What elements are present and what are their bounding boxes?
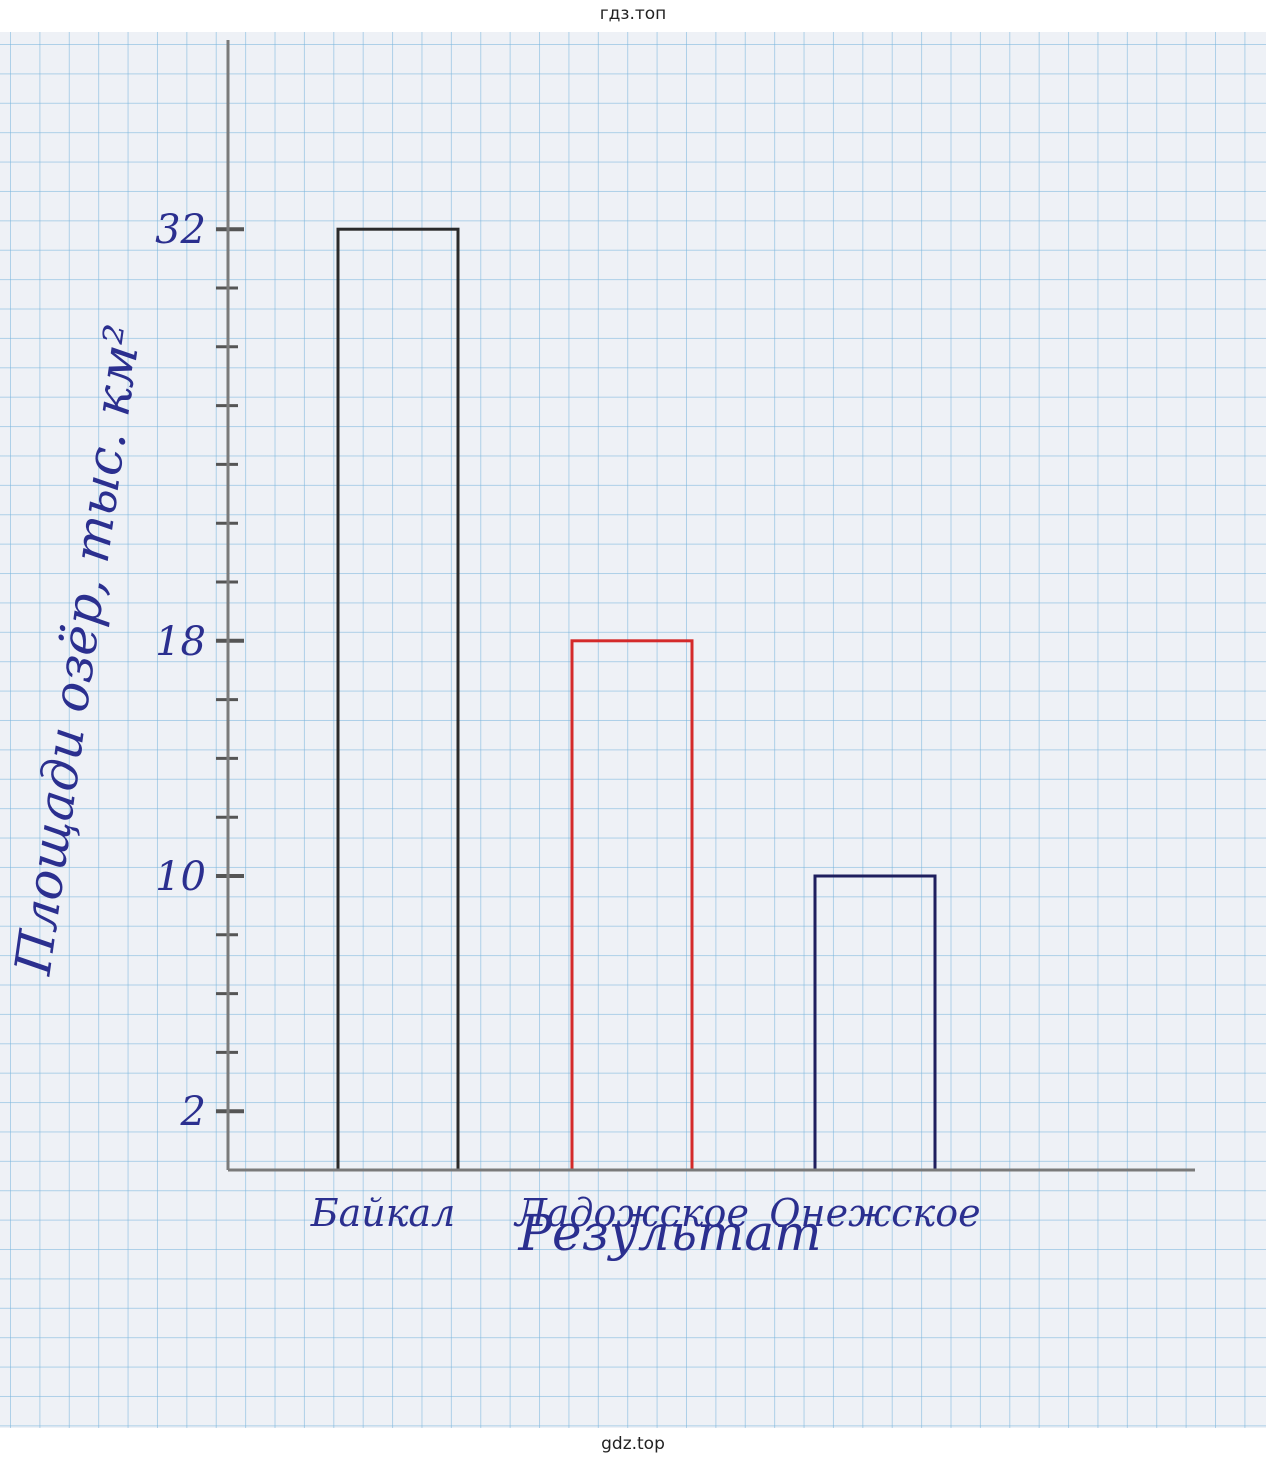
grid-paper: 2 10 18 32 Байкал Ладожское Онежское Результа… — [0, 32, 1266, 1428]
bars — [336, 227, 937, 1172]
bar-chart: 2 10 18 32 Байкал Ладожское Онежское Результа… — [4, 40, 1195, 1262]
x-category-label: Ладожское — [513, 1191, 749, 1235]
x-axis-title: Результат — [517, 1204, 821, 1262]
y-tick-label: 2 — [180, 1089, 206, 1135]
y-ticks — [216, 227, 244, 1114]
y-tick-label: 10 — [155, 854, 206, 900]
x-category-labels: Байкал Ладожское Онежское — [310, 1191, 981, 1235]
y-tick-label: 18 — [155, 619, 206, 665]
y-tick-label: 32 — [155, 207, 206, 253]
y-tick-labels: 2 10 18 32 — [155, 207, 206, 1135]
bar — [336, 227, 460, 1172]
bar — [570, 639, 694, 1172]
x-category-label: Байкал — [310, 1191, 456, 1235]
x-category-label: Онежское — [769, 1191, 980, 1235]
watermark-top: гдз.топ — [599, 4, 667, 24]
y-axis-title: Площади озёр, тыс. км² — [4, 321, 153, 979]
watermark-bottom: gdz.top — [601, 1434, 665, 1454]
bar — [813, 874, 937, 1172]
